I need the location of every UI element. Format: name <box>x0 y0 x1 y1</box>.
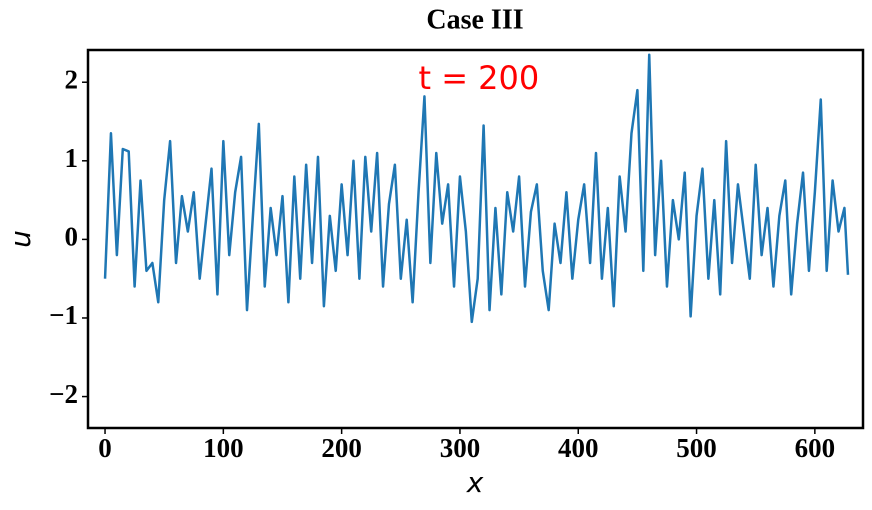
x-tick-label: 500 <box>676 433 717 463</box>
x-tick-label: 200 <box>321 433 362 463</box>
y-tick-label: −2 <box>49 379 78 409</box>
y-tick-label: 1 <box>65 143 79 173</box>
x-tick-label: 0 <box>98 433 112 463</box>
x-tick-label: 400 <box>558 433 599 463</box>
y-tick-label: −1 <box>49 300 78 330</box>
y-axis-label: u <box>4 230 37 248</box>
x-tick-label: 300 <box>440 433 481 463</box>
x-tick-label: 600 <box>795 433 836 463</box>
y-tick-label: 0 <box>65 222 79 252</box>
x-tick-label: 100 <box>203 433 244 463</box>
y-tick-label: 2 <box>65 64 79 94</box>
plot-frame <box>86 48 865 430</box>
data-line <box>103 53 850 324</box>
x-axis-label: x <box>466 466 484 499</box>
annotation: t = 200 <box>418 59 539 97</box>
chart-title: Case III <box>426 4 523 35</box>
